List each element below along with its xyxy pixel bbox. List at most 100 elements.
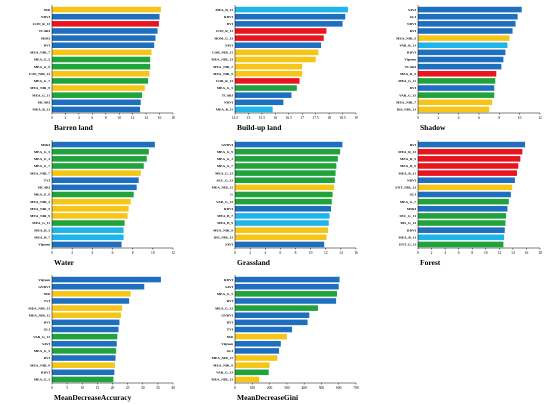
panel-mean-decrease-accuracy: Vlgreen GNDVI NIR TVI MEA_NIR_13 MEA_NIR_11 DV… bbox=[28, 275, 175, 402]
panel-build-up-land: MEA_B_13 RDVI DVI CON_R_13 HOM_G_13 SAVI COR_N… bbox=[211, 5, 358, 132]
x-tick-label: 15 bbox=[96, 386, 100, 390]
category-label: MEA_B_13 bbox=[33, 108, 51, 112]
category-label: Vlgreen bbox=[221, 342, 233, 346]
x-tick-label: 0 bbox=[51, 251, 53, 255]
bar bbox=[52, 362, 115, 368]
bar bbox=[235, 213, 330, 219]
category-label: RVI bbox=[410, 143, 417, 147]
bar bbox=[52, 369, 115, 376]
bar bbox=[235, 28, 327, 34]
x-tick-label: 4 bbox=[78, 116, 80, 120]
category-label: RVI bbox=[227, 299, 234, 303]
category-label: NDVI bbox=[407, 178, 417, 182]
category-label: MEA_G_7 bbox=[34, 79, 50, 83]
bar bbox=[418, 92, 495, 98]
bar bbox=[52, 28, 158, 34]
bar bbox=[52, 191, 134, 198]
category-label: TCARI bbox=[222, 93, 234, 97]
category-label: MEA_G_13 bbox=[215, 171, 233, 175]
category-label: MEA_NIR_9 bbox=[30, 363, 50, 367]
bar bbox=[418, 99, 493, 106]
category-label: MEA_G_11 bbox=[32, 93, 50, 97]
x-tick-label: 16 bbox=[354, 251, 358, 255]
x-tick-label: 6 bbox=[458, 251, 460, 255]
bar bbox=[235, 85, 297, 91]
bar bbox=[52, 148, 149, 155]
category-label: Vlgreen bbox=[38, 278, 50, 282]
x-tick-label: 6 bbox=[91, 116, 93, 120]
category-label: SAVI bbox=[225, 285, 234, 289]
bar bbox=[418, 220, 506, 226]
category-label: Vlgreen bbox=[404, 58, 416, 62]
category-label: VAR_G_13 bbox=[399, 93, 416, 97]
bar bbox=[235, 333, 287, 340]
bar bbox=[52, 177, 139, 184]
category-label: GNDVI bbox=[221, 143, 233, 147]
category-label: VAR_R_13 bbox=[399, 43, 416, 47]
category-label: NIR bbox=[227, 335, 234, 339]
bar bbox=[52, 305, 123, 311]
bar bbox=[418, 227, 505, 233]
category-label: ENT_G_13 bbox=[399, 243, 416, 247]
bar bbox=[235, 312, 310, 319]
x-tick-label: 6 bbox=[279, 251, 281, 255]
bar bbox=[235, 220, 329, 226]
x-tick-label: 8 bbox=[498, 116, 500, 120]
bar bbox=[418, 49, 506, 56]
category-label: DVI bbox=[227, 22, 234, 26]
category-label: MEA_B_13 bbox=[399, 236, 417, 240]
category-label: SAVI bbox=[408, 8, 417, 12]
bar bbox=[52, 220, 125, 226]
category-label: MCARI bbox=[38, 186, 51, 190]
x-tick-label: 4 bbox=[458, 116, 460, 120]
category-label: TVI bbox=[44, 178, 51, 182]
bar bbox=[52, 291, 131, 297]
bar bbox=[235, 21, 343, 27]
category-label: MEA_B_7 bbox=[34, 236, 50, 240]
x-tick-label: 10 bbox=[117, 116, 121, 120]
category-label: CON_NIR_13 bbox=[29, 72, 50, 76]
x-tick-label: 5 bbox=[66, 386, 68, 390]
bar bbox=[418, 56, 504, 63]
bar bbox=[418, 177, 515, 184]
bar bbox=[52, 106, 141, 113]
bar bbox=[235, 49, 319, 56]
bar bbox=[235, 276, 340, 283]
bar bbox=[418, 170, 517, 176]
bar bbox=[235, 35, 324, 41]
bar bbox=[235, 298, 337, 304]
x-tick-label: 16 bbox=[158, 116, 162, 120]
x-tick-label: 0 bbox=[417, 116, 419, 120]
category-label: DVI bbox=[227, 321, 234, 325]
x-tick-label: 25 bbox=[126, 386, 130, 390]
x-tick-label: 18.5 bbox=[339, 116, 345, 120]
category-label: ENT_NIR_13 bbox=[395, 186, 416, 190]
category-label: CON_R_13 bbox=[33, 22, 51, 26]
bar bbox=[235, 369, 269, 376]
bar bbox=[52, 227, 124, 233]
category-label: MEA_B_11 bbox=[216, 108, 234, 112]
x-tick-label: 4 bbox=[444, 251, 446, 255]
x-tick-label: 17.5 bbox=[313, 116, 319, 120]
bar bbox=[418, 213, 507, 219]
category-label: SAVI bbox=[42, 342, 51, 346]
category-label: MEA_R_5 bbox=[400, 157, 416, 161]
bar bbox=[235, 355, 278, 361]
bar bbox=[52, 6, 161, 13]
x-tick-label: 4 bbox=[91, 251, 93, 255]
bar bbox=[235, 56, 316, 63]
category-label: DIS_NIR_13 bbox=[397, 108, 417, 112]
bar bbox=[418, 70, 497, 77]
panel-title: Shadow bbox=[420, 123, 446, 132]
x-tick-label: 18 bbox=[171, 116, 175, 120]
x-tick-label: 10 bbox=[309, 251, 313, 255]
category-label: GNDVI bbox=[38, 285, 50, 289]
x-tick-label: 300 bbox=[284, 386, 290, 390]
category-label: MEA_NIR_7 bbox=[213, 65, 233, 69]
x-tick-label: 8 bbox=[295, 251, 297, 255]
bar bbox=[52, 241, 122, 248]
panel-forest: RVI MEA_R_13 MEA_R_5 MEA_R_9 MEA_R_11 NDVI ENT… bbox=[395, 140, 542, 267]
category-label: MEA_NIR_13 bbox=[211, 58, 233, 62]
bar bbox=[52, 21, 159, 27]
